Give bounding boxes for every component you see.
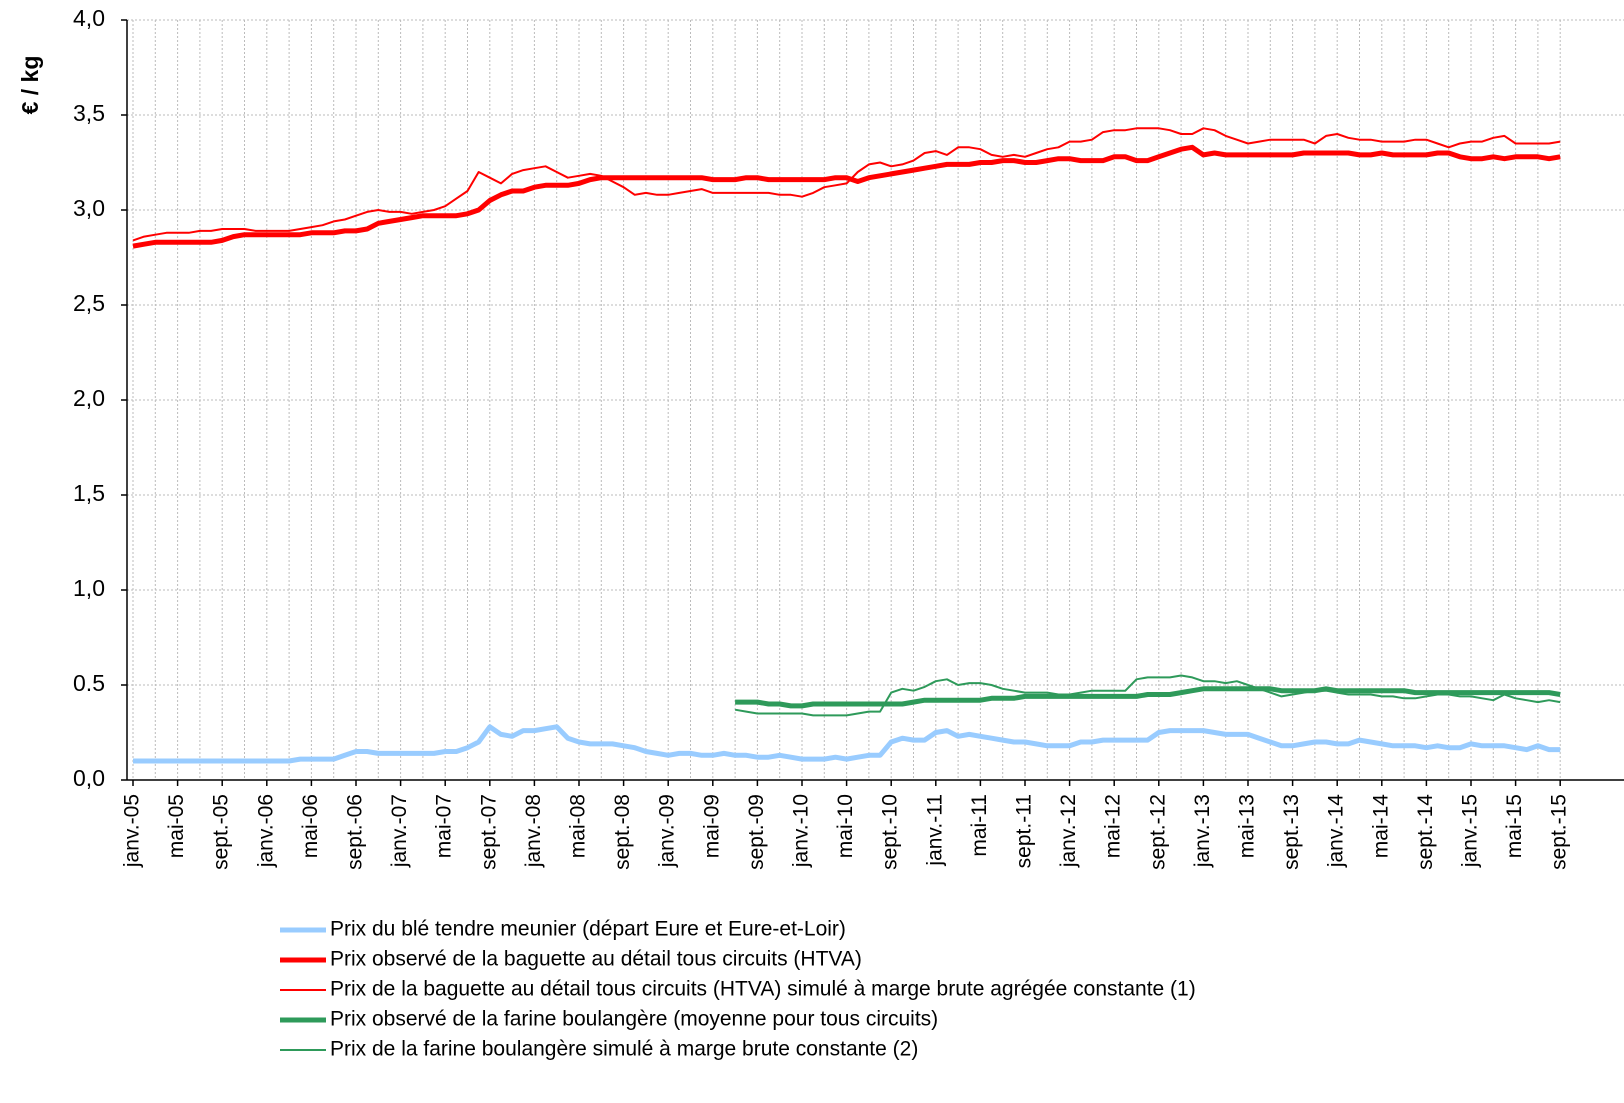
x-tick-label: janv.-12	[1057, 794, 1080, 868]
y-tick-label: 0,0	[73, 765, 105, 791]
x-tick-label: janv.-08	[522, 794, 545, 868]
x-tick-label: sept.-14	[1414, 794, 1437, 870]
x-tick-label: mai-10	[834, 794, 857, 858]
x-tick-label: janv.-14	[1325, 794, 1348, 868]
legend-label: Prix de la baguette au détail tous circu…	[330, 978, 1196, 1001]
legend-label: Prix observé de la baguette au détail to…	[330, 948, 862, 971]
x-tick-label: janv.-13	[1191, 794, 1214, 868]
x-tick-label: sept.-10	[879, 794, 902, 870]
y-axis-label: € / kg	[17, 56, 43, 115]
series-line	[734, 674, 1561, 717]
x-tick-label: sept.-09	[745, 794, 768, 870]
x-tick-label: mai-13	[1236, 794, 1259, 858]
x-tick-label: mai-15	[1503, 794, 1526, 858]
y-tick-label: 2,0	[73, 385, 105, 411]
x-tick-label: mai-05	[165, 794, 188, 858]
x-tick-label: sept.-06	[344, 794, 367, 870]
y-tick-label: 3,5	[73, 100, 105, 126]
x-tick-label: janv.-15	[1459, 794, 1482, 868]
y-tick-label: 1,0	[73, 575, 105, 601]
x-tick-label: mai-12	[1102, 794, 1125, 858]
x-tick-label: janv.-06	[254, 794, 277, 868]
legend-label: Prix de la farine boulangère simulé à ma…	[330, 1038, 918, 1061]
x-tick-label: mai-09	[700, 794, 723, 858]
legend-label: Prix du blé tendre meunier (départ Eure …	[330, 918, 846, 941]
x-tick-label: sept.-05	[210, 794, 233, 870]
x-tick-label: sept.-08	[611, 794, 634, 870]
series-line	[132, 144, 1561, 249]
x-tick-label: janv.-07	[388, 794, 411, 868]
x-tick-label: janv.-09	[656, 794, 679, 868]
y-tick-label: 1,5	[73, 480, 105, 506]
legend-label: Prix observé de la farine boulangère (mo…	[330, 1008, 938, 1031]
x-tick-label: mai-11	[968, 794, 991, 857]
series-line	[133, 724, 1561, 764]
x-tick-label: janv.-11	[923, 794, 946, 867]
x-tick-label: mai-07	[433, 794, 456, 858]
x-tick-label: mai-08	[567, 794, 590, 858]
x-tick-label: sept.-13	[1280, 794, 1303, 870]
y-tick-label: 3,0	[73, 195, 105, 221]
x-tick-label: sept.-11	[1013, 794, 1036, 868]
x-tick-label: mai-06	[299, 794, 322, 858]
series-line	[132, 127, 1561, 242]
series-line	[735, 686, 1561, 709]
x-tick-label: sept.-07	[477, 794, 500, 870]
y-tick-label: 0.5	[73, 670, 105, 696]
x-tick-label: sept.-15	[1548, 794, 1571, 870]
y-tick-label: 2,5	[73, 290, 105, 316]
x-tick-label: janv.-10	[790, 794, 813, 868]
x-tick-label: janv.-05	[121, 794, 144, 868]
y-tick-label: 4,0	[73, 5, 105, 31]
x-tick-label: sept.-12	[1146, 794, 1169, 870]
x-tick-label: mai-14	[1369, 794, 1392, 859]
